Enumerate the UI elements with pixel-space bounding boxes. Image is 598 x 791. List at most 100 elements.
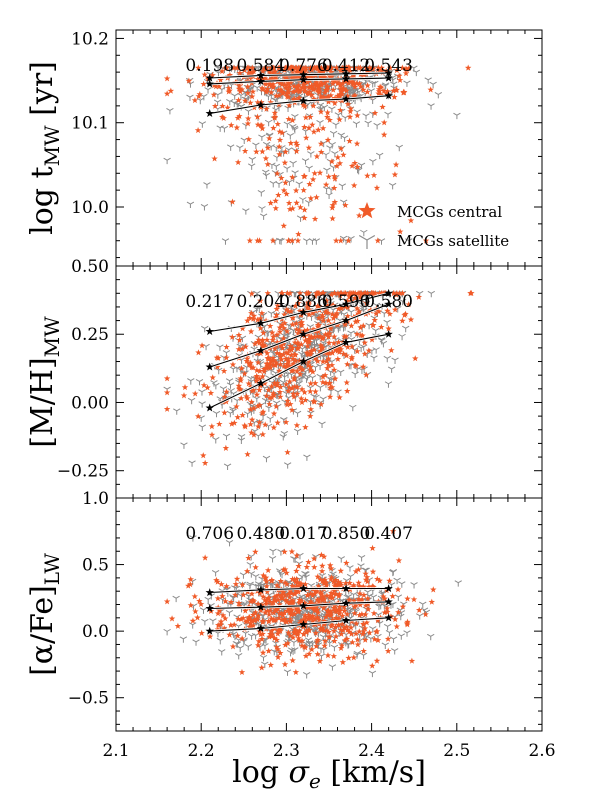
central-point — [195, 349, 202, 356]
central-point — [219, 113, 226, 120]
central-point — [357, 64, 364, 71]
central-point — [223, 582, 230, 590]
central-point — [221, 393, 228, 400]
central-point — [318, 80, 325, 87]
central-point — [343, 379, 350, 386]
central-point — [356, 582, 363, 589]
central-point — [254, 402, 262, 409]
satellite-point — [187, 378, 195, 385]
central-point — [384, 647, 392, 654]
central-point — [373, 628, 380, 635]
central-point — [359, 363, 367, 370]
central-point — [285, 355, 292, 362]
central-point — [356, 611, 363, 618]
satellite-point — [368, 81, 377, 88]
satellite-point — [334, 389, 342, 396]
median-marker — [341, 299, 351, 308]
central-point — [201, 554, 209, 561]
central-point — [334, 154, 342, 161]
central-point — [239, 411, 246, 418]
central-point — [215, 621, 222, 628]
central-point — [247, 359, 254, 366]
central-point — [298, 385, 306, 393]
central-point — [345, 654, 352, 661]
central-point — [396, 76, 404, 83]
central-point — [307, 367, 314, 374]
central-point — [325, 633, 333, 640]
central-point — [270, 424, 278, 431]
central-point — [362, 371, 370, 378]
central-point — [321, 642, 328, 649]
central-point — [298, 318, 305, 326]
satellite-point — [269, 548, 277, 556]
central-point — [310, 346, 318, 353]
central-point — [307, 388, 314, 395]
central-point — [234, 413, 241, 421]
central-point — [331, 333, 338, 340]
satellite-point — [234, 652, 243, 660]
central-point — [392, 161, 400, 168]
central-point — [355, 595, 363, 603]
satellite-point — [290, 639, 298, 647]
satellite-point — [372, 328, 380, 335]
central-point — [198, 629, 205, 636]
central-point — [305, 358, 312, 365]
central-point — [320, 289, 327, 297]
central-point — [293, 87, 300, 94]
central-point — [290, 96, 297, 103]
satellite-point — [267, 144, 275, 151]
central-point — [304, 326, 311, 333]
central-point — [291, 74, 298, 81]
central-point — [218, 580, 225, 588]
central-point — [226, 87, 233, 94]
central-point — [275, 591, 282, 598]
satellite-point — [305, 165, 313, 173]
central-point — [249, 364, 257, 371]
central-point — [276, 128, 283, 135]
central-point — [357, 324, 364, 331]
central-point — [351, 294, 359, 301]
satellite-point — [364, 120, 372, 128]
central-point — [263, 578, 270, 585]
central-point — [328, 68, 335, 75]
central-point — [363, 619, 371, 626]
central-point — [343, 635, 351, 642]
central-point — [288, 351, 295, 358]
central-point — [352, 318, 359, 325]
central-point — [385, 325, 392, 332]
central-point — [282, 381, 290, 388]
central-point — [255, 336, 262, 343]
central-point — [201, 459, 209, 466]
satellite-point — [233, 398, 241, 405]
central-point — [315, 126, 322, 133]
central-point — [236, 82, 243, 89]
central-point — [237, 377, 244, 384]
central-point — [313, 638, 321, 645]
central-point — [258, 635, 266, 642]
central-point — [274, 653, 282, 660]
central-point — [263, 336, 271, 343]
central-point — [263, 600, 270, 607]
central-point — [283, 401, 291, 408]
central-point — [252, 563, 259, 571]
satellite-point — [198, 424, 207, 431]
central-point — [268, 631, 276, 638]
central-point — [211, 102, 219, 109]
central-point — [297, 203, 304, 211]
legend-satellite-marker — [358, 234, 376, 249]
satellite-point — [192, 639, 200, 646]
satellite-point — [219, 386, 228, 393]
central-point — [300, 81, 308, 88]
central-point — [319, 562, 326, 569]
central-point — [247, 620, 254, 627]
satellite-point — [286, 133, 295, 140]
central-point — [304, 343, 311, 350]
central-point — [240, 591, 247, 598]
central-point — [307, 590, 314, 597]
central-point — [238, 668, 246, 676]
central-point — [329, 349, 336, 356]
central-point — [269, 84, 277, 91]
central-point — [403, 620, 411, 627]
central-point — [327, 607, 335, 615]
central-point — [378, 66, 386, 74]
